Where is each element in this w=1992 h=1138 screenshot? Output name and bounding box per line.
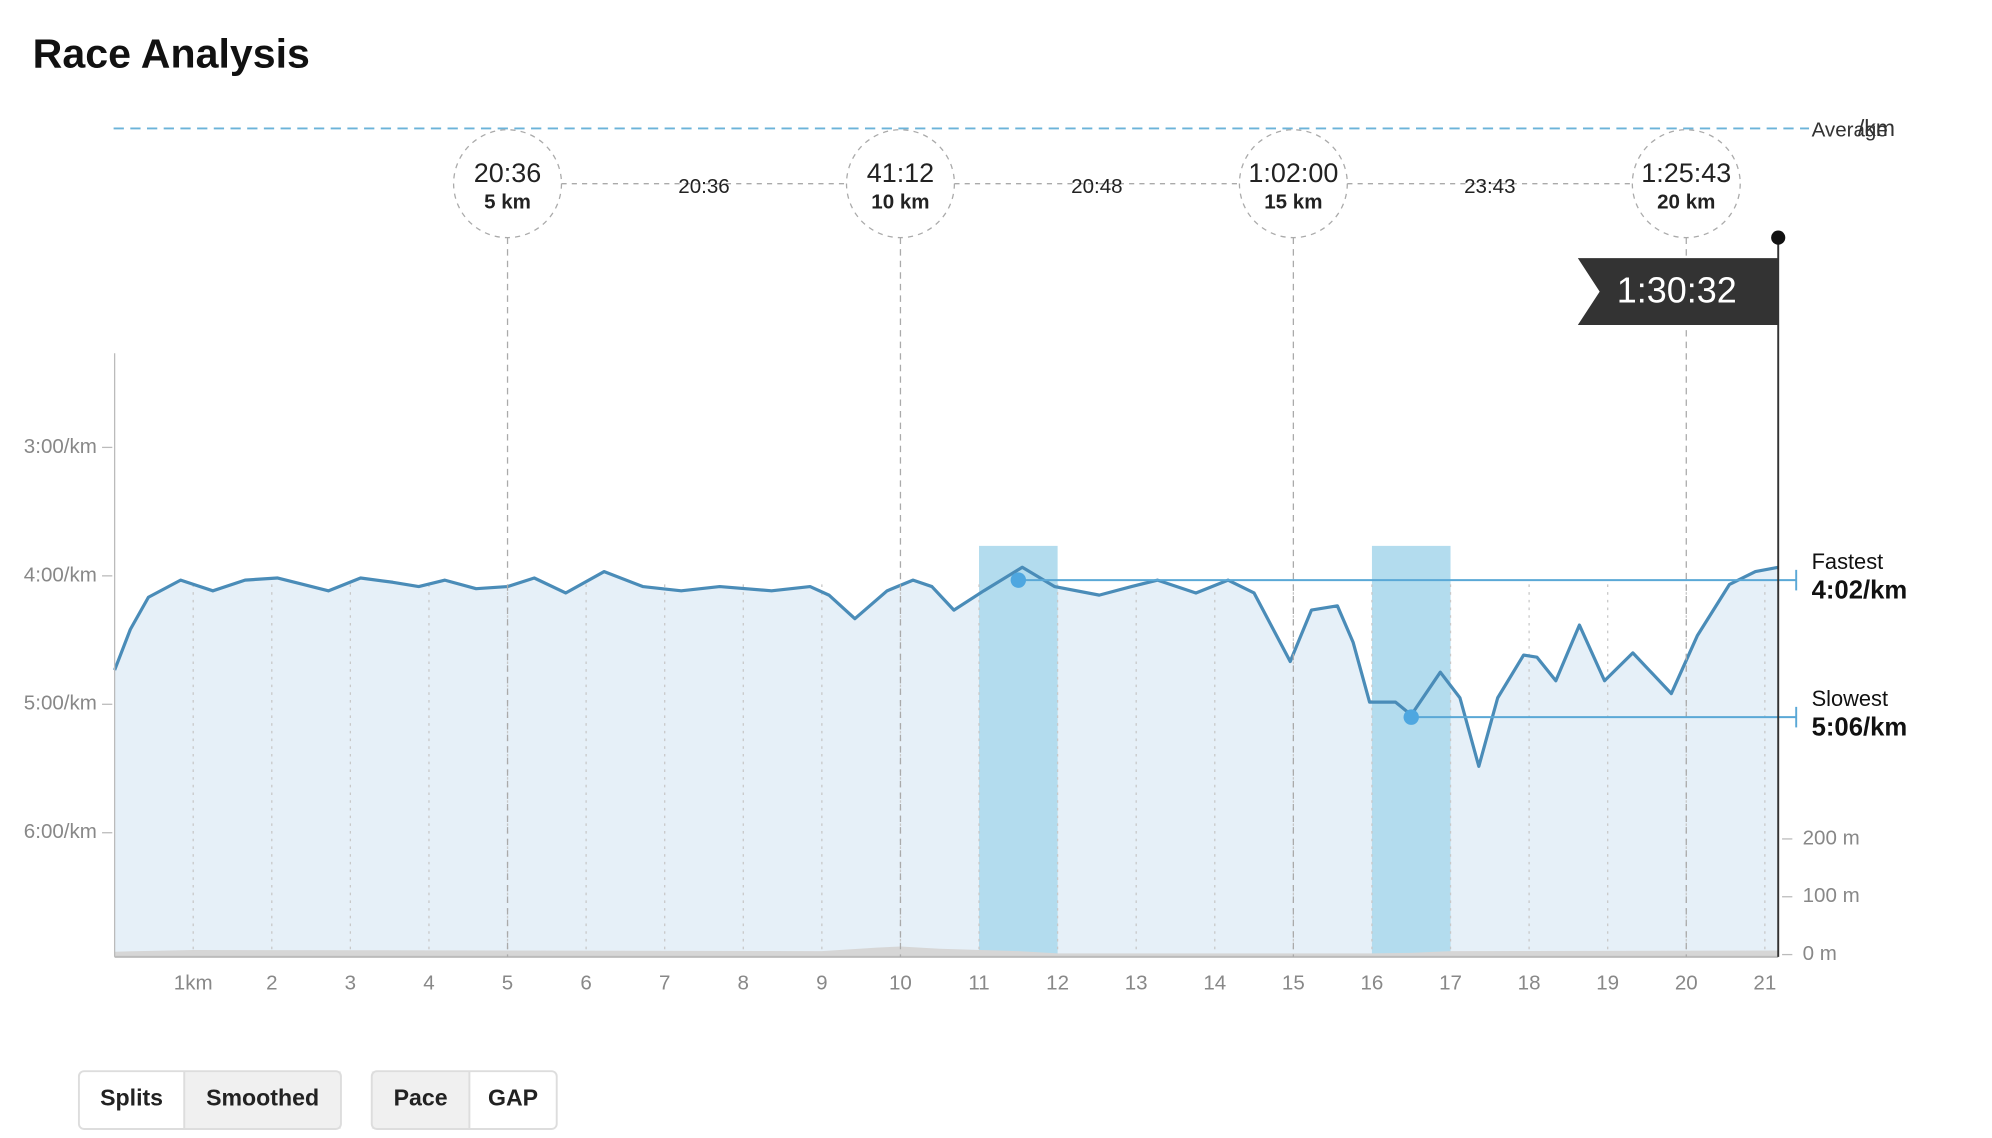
y2-tick-label: 0 m (1803, 942, 1837, 965)
x-tick-label: 5 (502, 971, 513, 994)
highlight-band (1371, 545, 1451, 957)
x-tick-label: 15 (1282, 971, 1305, 994)
highlight-value: 5:06/km (1812, 713, 1908, 741)
x-tick-label: 2 (266, 971, 277, 994)
toggle-label[interactable]: Pace (394, 1085, 448, 1111)
finish-dot (1771, 230, 1786, 245)
highlight-value: 4:02/km (1812, 576, 1908, 604)
split-distance: 15 km (1264, 190, 1322, 213)
x-tick-label: 16 (1361, 971, 1384, 994)
page-title: Race Analysis (33, 30, 310, 76)
y-tick-label: 6:00/km (24, 820, 97, 843)
toggle-button[interactable] (371, 1071, 470, 1130)
y-tick-label: 3:00/km (24, 435, 97, 458)
x-tick-label: 12 (1046, 971, 1069, 994)
toggle-label[interactable]: GAP (488, 1085, 538, 1111)
x-tick-label: 7 (659, 971, 670, 994)
toggle-label[interactable]: Splits (100, 1085, 163, 1111)
x-tick-label: 17 (1439, 971, 1462, 994)
split-interval: 20:36 (678, 175, 729, 198)
split-distance: 5 km (484, 190, 531, 213)
highlight-band (979, 545, 1058, 957)
highlight-label: Slowest (1812, 686, 1888, 711)
x-tick-label: 13 (1125, 971, 1148, 994)
toggle-button[interactable] (469, 1071, 557, 1130)
split-interval: 23:43 (1464, 175, 1515, 198)
x-tick-label: 6 (580, 971, 591, 994)
x-tick-label: 14 (1203, 971, 1226, 994)
toggle-label[interactable]: Smoothed (206, 1085, 319, 1111)
x-tick-label: 8 (738, 971, 749, 994)
elevation-area (114, 946, 1779, 957)
y2-tick-label: 100 m (1803, 884, 1860, 907)
toggle-group (77, 1070, 342, 1130)
split-marker (452, 129, 563, 239)
x-tick-label: 3 (345, 971, 356, 994)
split-time: 1:02:00 (1248, 158, 1338, 188)
x-tick-label: 20 (1675, 971, 1698, 994)
x-tick-label: 18 (1518, 971, 1541, 994)
x-tick-label: 11 (968, 971, 989, 994)
y2-tick-label: 200 m (1803, 826, 1860, 849)
x-tick-label: 1km (174, 971, 213, 994)
toggle-button[interactable] (78, 1071, 185, 1130)
x-tick-label: 19 (1596, 971, 1619, 994)
split-time: 41:12 (867, 158, 935, 188)
toggle-button[interactable] (184, 1071, 341, 1130)
split-marker (1631, 129, 1741, 239)
highlight-point (1010, 572, 1027, 588)
split-interval: 20:48 (1071, 175, 1122, 198)
toggle-group (370, 1070, 558, 1130)
split-time: 20:36 (474, 158, 542, 188)
pace-area (114, 567, 1779, 957)
y-tick-label: 5:00/km (24, 692, 97, 715)
average-unit: /km (1858, 115, 1895, 141)
split-time: 1:25:43 (1641, 158, 1731, 188)
highlight-label: Fastest (1812, 549, 1884, 574)
x-tick-label: 4 (423, 971, 434, 994)
highlight-point (1403, 709, 1419, 725)
y-tick-label: 4:00/km (24, 563, 97, 586)
x-tick-label: 9 (816, 971, 827, 994)
finish-time: 1:30:32 (1617, 269, 1737, 310)
finish-flag (1577, 258, 1779, 325)
average-label: Average (1812, 118, 1888, 141)
pace-line (113, 565, 1779, 768)
x-tick-label: 21 (1753, 971, 1776, 994)
x-tick-label: 10 (889, 971, 912, 994)
split-distance: 10 km (871, 190, 929, 213)
split-distance: 20 km (1657, 190, 1715, 213)
